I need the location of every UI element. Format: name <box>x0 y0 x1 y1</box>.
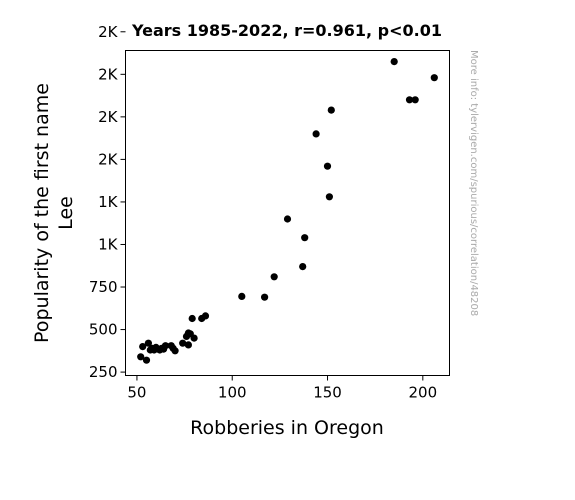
data-point <box>190 334 198 342</box>
data-point <box>261 293 269 301</box>
y-axis-title-line-2: Lee <box>55 196 77 230</box>
y-tick-label: 500 <box>89 321 118 339</box>
y-axis-title: Popularity of the first name Lee <box>31 83 77 343</box>
data-point <box>323 162 332 170</box>
data-point <box>139 343 147 351</box>
x-axis-ticks: 50 100 150 200 <box>127 375 437 402</box>
plot-frame <box>125 50 450 376</box>
data-point <box>430 74 438 82</box>
data-point <box>137 353 145 361</box>
data-point <box>171 347 179 355</box>
data-point <box>405 96 414 104</box>
chart-title: Years 1985-2022, r=0.961, p<0.01 <box>131 21 442 40</box>
y-tick-label: 250 <box>89 363 118 381</box>
x-tick-label: 150 <box>313 384 342 402</box>
data-point <box>390 58 398 66</box>
x-tick-label: 100 <box>218 384 247 402</box>
y-tick-label: 2K <box>98 65 119 83</box>
y-tick-label: 2K <box>98 23 119 41</box>
data-point <box>142 356 151 364</box>
data-point <box>161 342 170 350</box>
x-tick-label: 200 <box>408 384 437 402</box>
y-tick-label: 1K <box>98 193 119 211</box>
data-points <box>137 58 438 364</box>
data-point <box>283 215 292 223</box>
x-tick-label: 50 <box>127 384 146 402</box>
data-point <box>179 339 187 347</box>
data-point <box>312 130 320 138</box>
data-point <box>411 96 419 104</box>
data-point <box>327 106 335 114</box>
y-tick-label: 750 <box>89 278 118 296</box>
watermark-text: More info: tylervigen.com/spurious/corre… <box>468 50 479 316</box>
data-point <box>299 263 307 271</box>
y-tick-label: 2K <box>98 108 119 126</box>
data-point <box>184 341 192 349</box>
data-point <box>238 292 246 300</box>
data-point <box>325 193 333 201</box>
data-point <box>270 273 278 281</box>
y-axis-title-line-1: Popularity of the first name <box>31 83 53 343</box>
x-axis-title: Robberies in Oregon <box>190 417 384 439</box>
data-point <box>188 314 196 323</box>
data-point <box>201 312 210 320</box>
y-tick-label: 1K <box>98 235 119 253</box>
data-point <box>301 234 309 242</box>
y-tick-label: 2K <box>98 150 119 168</box>
data-point <box>144 339 152 347</box>
y-axis-ticks: 250 500 750 1K 1K 2K 2K 2K 2K <box>89 23 126 381</box>
